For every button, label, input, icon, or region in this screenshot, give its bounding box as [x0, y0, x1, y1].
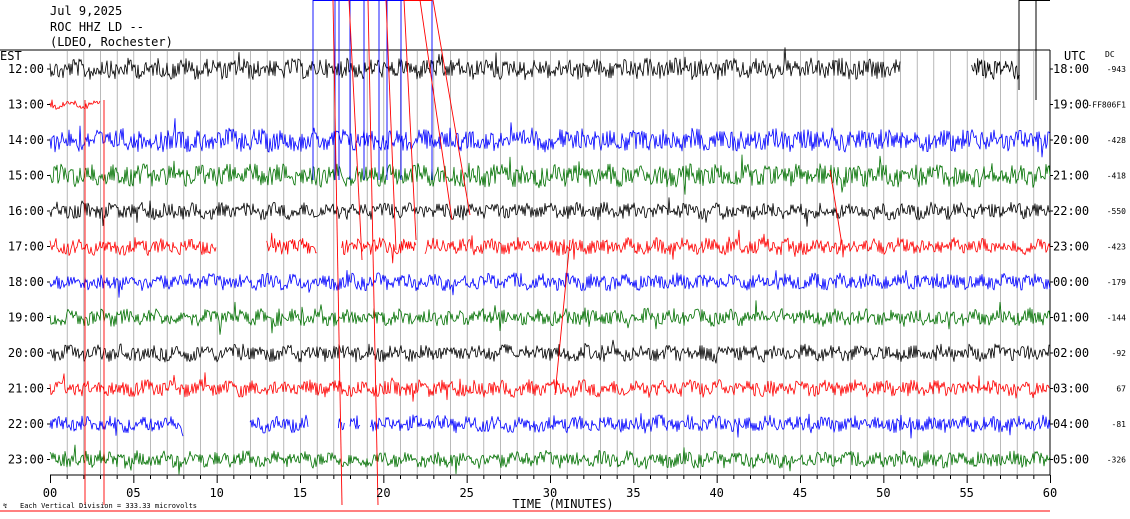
- est-hour-label: 18:00: [8, 275, 44, 289]
- utc-hour-label: 04:00: [1053, 417, 1089, 431]
- est-hour-label: 14:00: [8, 133, 44, 147]
- utc-hour-label: 18:00: [1053, 62, 1089, 76]
- x-tick-label: 00: [43, 486, 57, 500]
- x-tick-label: 45: [793, 486, 807, 500]
- x-tick-label: 40: [709, 486, 723, 500]
- utc-hour-label: 21:00: [1053, 169, 1089, 183]
- trace-segment: [49, 270, 1051, 298]
- trace-segment: [266, 232, 317, 255]
- trace-segment: [49, 415, 184, 437]
- dc-offset-label: -179: [1107, 278, 1126, 287]
- overlay-black-box: [1018, 0, 1050, 100]
- utc-hour-label: 22:00: [1053, 204, 1089, 218]
- x-tick-label: 55: [959, 486, 973, 500]
- est-hour-label: 23:00: [8, 453, 44, 467]
- dc-offset-label: -943: [1107, 65, 1126, 74]
- trace-segment: [249, 414, 309, 434]
- x-tick-label: 15: [293, 486, 307, 500]
- trace-segment: [971, 58, 1020, 80]
- overlay-red-line: [348, 0, 363, 261]
- trace-segment: [49, 237, 217, 256]
- utc-hour-label: 19:00: [1053, 98, 1089, 112]
- dc-offset-label: 67: [1116, 385, 1126, 394]
- trace-segment: [49, 154, 1051, 195]
- utc-hour-label: 23:00: [1053, 240, 1089, 254]
- est-hour-label: 12:00: [8, 62, 44, 76]
- trace-segment: [337, 418, 345, 431]
- overlay-red-line: [332, 0, 343, 506]
- x-tick-label: 05: [126, 486, 140, 500]
- scale-icon: ↯: [3, 502, 7, 510]
- est-hour-label: 16:00: [8, 204, 44, 218]
- x-axis-title: TIME (MINUTES): [512, 497, 613, 511]
- x-tick-label: 60: [1043, 486, 1057, 500]
- est-hour-label: 15:00: [8, 169, 44, 183]
- scale-note: Each Vertical Division = 333.33 microvol…: [20, 502, 197, 510]
- header-date: Jul 9,2025: [50, 4, 122, 18]
- trace-segment: [49, 372, 1051, 402]
- seismic-traces: [49, 47, 1051, 475]
- trace-segment: [369, 413, 1051, 439]
- utc-hour-label: 20:00: [1053, 133, 1089, 147]
- est-hour-label: 19:00: [8, 311, 44, 325]
- dc-offset-label: -550: [1107, 207, 1126, 216]
- est-hour-label: 22:00: [8, 417, 44, 431]
- trace-segment: [49, 197, 1051, 227]
- dc-offset-label: -428: [1107, 136, 1126, 145]
- overlay-traces: [84, 0, 1050, 506]
- trace-segment: [49, 47, 901, 81]
- minute-gridlines: [66, 50, 1035, 475]
- overlay-red-line: [403, 0, 417, 241]
- x-tick-label: 30: [543, 486, 557, 500]
- trace-segment: [349, 415, 361, 430]
- trace-segment: [49, 99, 101, 110]
- left-timezone-label: EST: [0, 49, 22, 63]
- dc-offset-label: -81: [1112, 420, 1127, 429]
- overlay-red-line: [829, 169, 843, 246]
- dc-offset-label: -326: [1107, 456, 1126, 465]
- overlay-red-line: [419, 0, 453, 221]
- trace-segment: [49, 339, 1051, 364]
- utc-hour-label: 00:00: [1053, 275, 1089, 289]
- dc-offset-label: -144: [1107, 314, 1126, 323]
- header-org: (LDEO, Rochester): [50, 35, 173, 49]
- dc-offset-label: -FF806F1: [1087, 101, 1126, 110]
- overlay-red-line: [385, 0, 397, 251]
- x-tick-label: 35: [626, 486, 640, 500]
- x-axis-ticks: 00 05 10 15 20 25 30 35 40 45 50 55 60: [43, 475, 1057, 500]
- x-tick-label: 10: [209, 486, 223, 500]
- overlay-red-line: [554, 239, 571, 396]
- utc-hour-label: 05:00: [1053, 453, 1089, 467]
- trace-segment: [49, 118, 1051, 158]
- x-tick-label: 50: [876, 486, 890, 500]
- overlay-red-line: [432, 0, 471, 216]
- trace-segment: [424, 229, 1051, 260]
- trace-segment: [49, 444, 1051, 475]
- dc-offset-label: -92: [1112, 349, 1127, 358]
- utc-hour-label: 01:00: [1053, 311, 1089, 325]
- x-tick-label: 25: [459, 486, 473, 500]
- header-station: ROC HHZ LD --: [50, 20, 144, 34]
- utc-hour-label: 02:00: [1053, 346, 1089, 360]
- trace-segment: [341, 237, 417, 264]
- est-hour-label: 17:00: [8, 240, 44, 254]
- est-hour-label: 20:00: [8, 346, 44, 360]
- right-timezone-label: UTC: [1064, 49, 1086, 63]
- x-tick-label: 20: [376, 486, 390, 500]
- est-hour-label: 13:00: [8, 98, 44, 112]
- utc-hour-label: 03:00: [1053, 382, 1089, 396]
- dc-offset-label: -418: [1107, 172, 1126, 181]
- dc-offset-label: -423: [1107, 243, 1126, 252]
- overlay-red-line: [367, 0, 379, 506]
- trace-segment: [49, 300, 1051, 335]
- est-hour-label: 21:00: [8, 382, 44, 396]
- dc-header: DC: [1105, 50, 1115, 59]
